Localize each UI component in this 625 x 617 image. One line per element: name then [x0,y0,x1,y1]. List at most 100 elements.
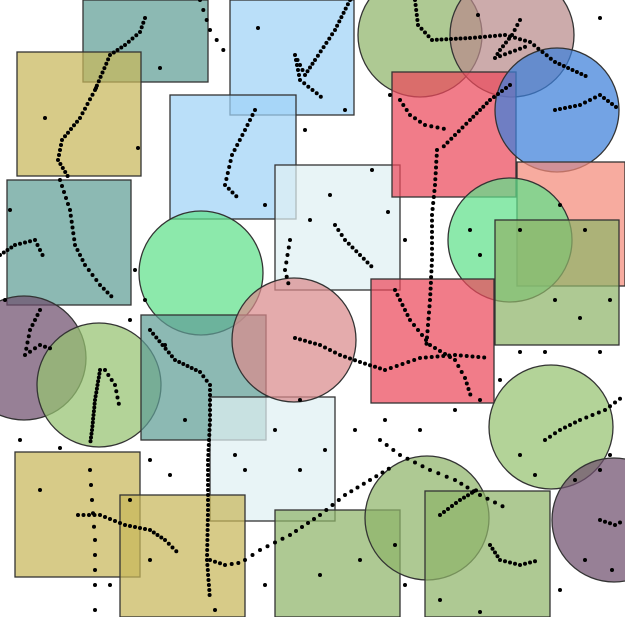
dot [426,34,431,39]
dot [223,563,227,567]
dot [323,345,327,350]
dot [66,202,70,206]
dot [418,428,422,432]
dot [86,268,91,272]
dot [568,423,572,427]
dot [78,253,82,257]
dot [500,504,505,509]
dot [103,515,107,519]
dot [573,420,577,425]
dot [444,37,449,42]
dot [432,189,437,193]
dot [283,268,287,272]
dot [518,18,522,22]
dot [610,568,614,572]
dot [227,165,232,169]
dot-trail-29 [208,558,241,567]
dot [40,253,45,257]
dot [518,563,522,567]
dot [206,453,211,457]
pale-square-center [274,164,401,291]
dot [412,358,417,362]
dot [498,33,502,38]
dot [318,343,322,347]
dot [430,258,434,262]
dot [89,431,94,436]
dot [481,104,486,109]
dot [123,523,127,527]
dot [265,544,270,549]
dot [92,524,96,529]
dot [468,228,472,232]
dot [96,375,101,380]
dot [435,148,439,152]
dot-trail-6 [493,18,527,60]
dot [314,91,319,96]
dot [81,513,86,517]
dot [476,13,480,17]
dot [313,341,317,346]
dot [232,148,237,152]
dot [433,171,438,176]
dot [548,56,553,61]
dot [445,140,450,145]
dot [205,563,210,567]
dot [333,350,337,355]
dot [118,521,122,525]
dot [183,418,187,422]
dot [94,386,99,391]
dot [306,84,311,89]
dot [318,573,322,577]
dot [315,53,320,58]
dot [90,420,95,425]
dot [83,106,87,111]
dot-trail-24 [438,488,478,517]
dot [38,248,42,252]
dot [339,233,344,237]
dot [151,530,156,535]
dot [498,378,502,382]
dot [512,28,517,32]
dot [60,138,64,142]
dot [590,413,595,417]
dot [91,416,96,421]
dot-trail-30 [88,468,97,587]
dot [456,129,461,134]
dot [253,108,257,112]
dot [424,341,429,346]
dot [508,83,512,87]
dot [358,253,362,257]
dot [441,144,446,149]
dot [488,543,492,547]
dot [482,355,487,360]
dot [418,119,422,124]
dot [429,269,434,274]
dot [9,245,14,250]
dot [0,253,2,257]
dot [163,343,167,347]
dot [400,303,405,307]
dot [598,93,602,97]
dot [26,334,31,339]
dot [294,529,298,533]
dot [429,263,434,268]
dot [213,559,217,564]
dot [177,360,182,364]
dot [33,318,37,322]
dot [240,133,245,137]
dot [157,339,162,344]
dot [13,243,17,247]
dot [498,558,502,562]
dot [536,46,541,51]
dot [343,493,347,497]
dot [598,468,602,472]
dot-trail-4 [223,108,257,199]
dot [113,519,117,523]
dot [470,354,475,359]
dot [300,525,304,529]
dot-trail-8 [441,83,512,149]
dot [206,483,210,487]
dot [398,453,402,457]
dot [416,23,420,27]
